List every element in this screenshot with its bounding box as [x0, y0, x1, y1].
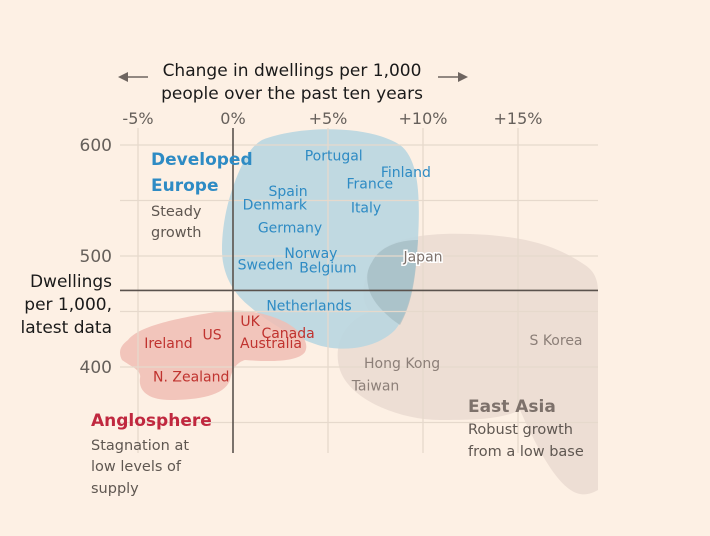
point-label-spain: Spain: [269, 184, 308, 200]
right-arrow-icon: [458, 72, 468, 82]
anglosphere-title: Anglosphere: [91, 411, 212, 431]
developed-europe-title-1: Developed: [151, 150, 253, 170]
anglosphere-subtitle-3: supply: [91, 481, 139, 497]
x-tick-label: -5%: [122, 109, 153, 128]
x-tick-labels: -5% 0% +5% +10% +15%: [122, 109, 542, 128]
point-label-sweden: Sweden: [238, 257, 293, 273]
group-annotation-east-asia: East Asia Robust growth from a low base: [468, 397, 584, 460]
y-axis-title-line-3: latest data: [21, 318, 112, 338]
y-tick-label: 600: [80, 136, 112, 156]
point-label-denmark: Denmark: [243, 197, 308, 213]
point-label-norway: Norway: [284, 246, 337, 262]
group-annotation-developed-europe: Developed Europe Steady growth: [151, 150, 253, 241]
point-label-italy: Italy: [351, 201, 381, 217]
anglosphere-subtitle-1: Stagnation at: [91, 438, 189, 454]
point-label-portugal: Portugal: [305, 149, 363, 165]
point-label-japan: Japan: [402, 250, 442, 266]
x-axis-title-line-1: Change in dwellings per 1,000: [163, 61, 422, 81]
point-label-uk: UK: [240, 314, 260, 330]
east-asia-title: East Asia: [468, 397, 556, 417]
y-axis-title: Dwellings per 1,000, latest data: [21, 272, 113, 338]
anglosphere-subtitle-2: low levels of: [91, 459, 182, 475]
reference-lines: [120, 128, 598, 453]
point-label-finland: Finland: [381, 165, 431, 181]
x-axis-title-line-2: people over the past ten years: [161, 84, 423, 104]
x-axis-title: Change in dwellings per 1,000 people ove…: [118, 61, 468, 104]
developed-europe-title-2: Europe: [151, 176, 218, 196]
east-asia-subtitle-1: Robust growth: [468, 422, 573, 438]
y-tick-label: 500: [80, 247, 112, 267]
point-label-s-korea: S Korea: [529, 333, 582, 349]
x-tick-label: +10%: [399, 109, 448, 128]
y-tick-labels: 600 500 400: [80, 136, 112, 378]
developed-europe-blob: [222, 129, 419, 349]
point-label-hong-kong: Hong Kong: [364, 356, 440, 372]
point-label-us: US: [203, 327, 222, 343]
developed-europe-subtitle-2: growth: [151, 225, 201, 241]
point-label-france: France: [347, 176, 394, 192]
point-label-netherlands: Netherlands: [266, 298, 351, 314]
x-tick-label: +15%: [494, 109, 543, 128]
y-axis-title-line-1: Dwellings: [30, 272, 112, 292]
point-label-ireland: Ireland: [144, 336, 192, 352]
point-label-germany: Germany: [258, 221, 322, 237]
point-label-belgium: Belgium: [299, 261, 356, 277]
point-label-taiwan: Taiwan: [351, 378, 400, 394]
point-label-n-zealand: N. Zealand: [153, 369, 229, 385]
group-blobs: [120, 129, 599, 495]
developed-europe-subtitle-1: Steady: [151, 204, 202, 220]
east-asia-subtitle-2: from a low base: [468, 444, 584, 460]
japan-overlap-blob: [367, 240, 418, 325]
y-tick-label: 400: [80, 358, 112, 378]
point-label-canada: Canada: [261, 326, 314, 342]
y-axis-title-line-2: per 1,000,: [24, 295, 112, 315]
left-arrow-icon: [118, 72, 128, 82]
x-tick-label: +5%: [309, 109, 348, 128]
group-annotation-anglosphere: Anglosphere Stagnation at low levels of …: [91, 411, 212, 497]
anglosphere-blob: [120, 310, 307, 400]
point-label-australia: Australia: [240, 336, 302, 352]
x-tick-label: 0%: [220, 109, 245, 128]
